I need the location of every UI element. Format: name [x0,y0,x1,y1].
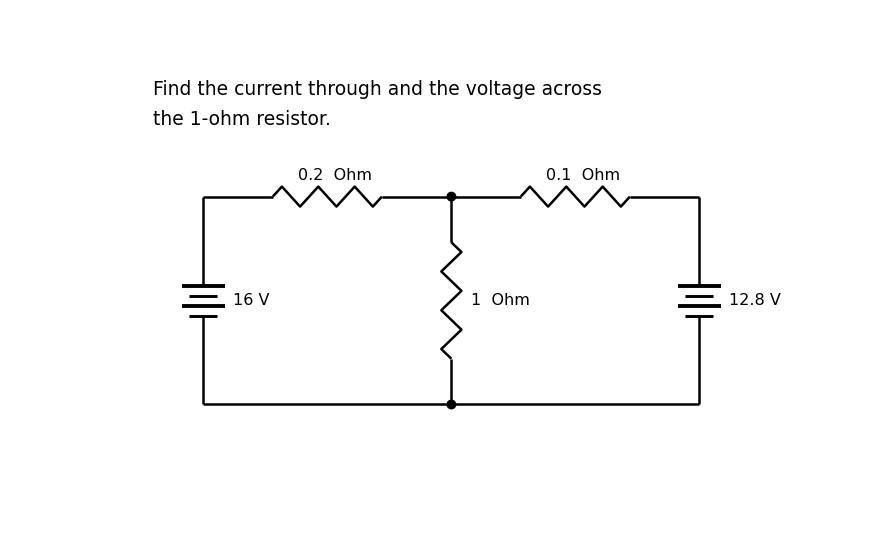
Text: Find the current through and the voltage across: Find the current through and the voltage… [153,80,602,98]
Text: 0.1  Ohm: 0.1 Ohm [546,168,620,183]
Text: 1  Ohm: 1 Ohm [471,293,530,308]
Circle shape [447,400,456,408]
Text: 0.2  Ohm: 0.2 Ohm [298,168,372,183]
Circle shape [447,193,456,201]
Text: the 1-ohm resistor.: the 1-ohm resistor. [153,110,331,129]
Text: 16 V: 16 V [233,293,269,308]
Text: 12.8 V: 12.8 V [728,293,781,308]
